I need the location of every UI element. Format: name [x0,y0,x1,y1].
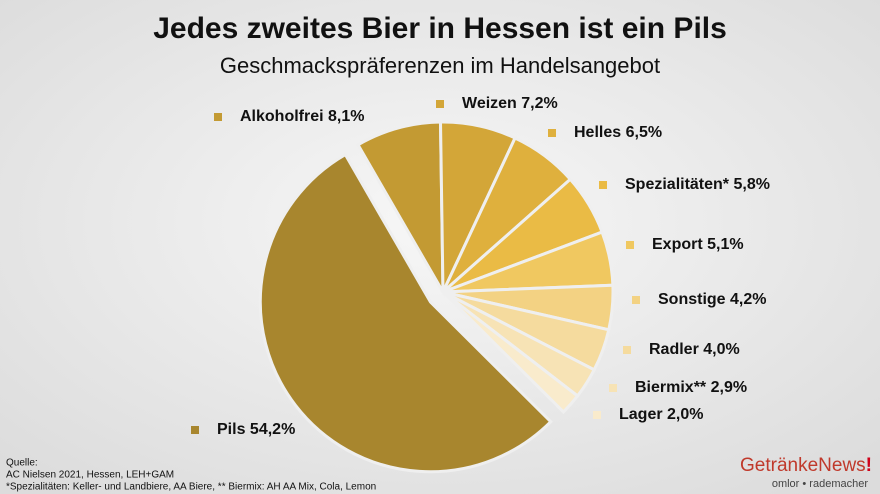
chart-title: Jedes zweites Bier in Hessen ist ein Pil… [153,12,727,45]
value-label: 54,2% [250,421,295,438]
slice-label: Sonstige 4,2% [658,291,766,308]
legend-swatch [626,241,634,249]
value-label: 4,0% [703,341,739,358]
slice-label: Weizen 7,2% [462,95,558,112]
slice-label: Spezialitäten* 5,8% [625,176,770,193]
legend-swatch [214,113,222,121]
pie-slice [441,290,580,415]
slice-label: Export 5,1% [652,236,744,253]
source-label: Quelle: [6,458,38,469]
legend-swatch [609,384,617,392]
value-label: 6,5% [626,124,662,141]
legend-swatch [191,426,199,434]
brand-name: GetränkeNews [740,455,866,476]
slice-label: Helles 6,5% [574,124,662,141]
legend-swatch [632,296,640,304]
chart-subtitle: Geschmackspräferenzen im Handelsangebot [220,53,660,78]
brand: GetränkeNews! [740,455,872,476]
pie [258,120,615,474]
pie-slice [258,152,553,474]
brand-mark: ! [866,455,872,476]
category-label: Pils [217,421,246,438]
value-label: 7,2% [521,95,557,112]
slice-label: Radler 4,0% [649,341,740,358]
slice-label: Pils 54,2% [217,421,295,438]
category-label: Weizen [462,95,517,112]
legend-swatch [548,129,556,137]
slice-label: Alkoholfrei 8,1% [240,108,364,125]
legend-swatch [593,411,601,419]
category-label: Lager [619,406,663,423]
category-label: Radler [649,341,699,358]
category-label: Alkoholfrei [240,108,324,125]
slice-label: Biermix** 2,9% [635,379,747,396]
labels: Alkoholfrei 8,1% Weizen 7,2% Helles 6,5% Sp… [191,95,770,438]
category-label: Helles [574,124,621,141]
source-note: *Spezialitäten: Keller- und Landbiere, A… [6,482,376,493]
legend-swatch [599,181,607,189]
brand-tagline: omlor • rademacher [772,478,869,490]
category-label: Sonstige [658,291,726,308]
legend-swatch [436,100,444,108]
source-note: AC Nielsen 2021, Hessen, LEH+GAM [6,470,174,481]
value-label: 2,0% [667,406,703,423]
category-label: Export [652,236,703,253]
value-label: 4,2% [730,291,766,308]
value-label: 5,8% [733,176,769,193]
legend-swatch [623,346,631,354]
value-label: 8,1% [328,108,364,125]
category-label: Biermix** [635,379,707,396]
slice-label: Lager 2,0% [619,406,704,423]
value-label: 5,1% [707,236,743,253]
value-label: 2,9% [711,379,747,396]
category-label: Spezialitäten* [625,176,730,193]
